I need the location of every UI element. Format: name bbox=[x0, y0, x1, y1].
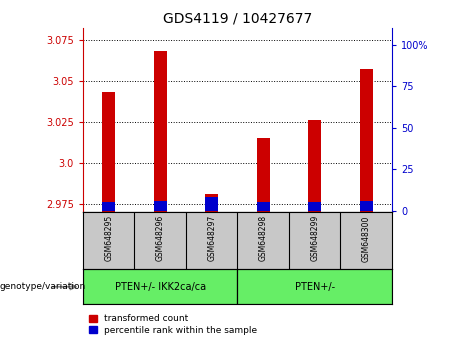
Bar bbox=[102, 92, 115, 212]
Bar bbox=[154, 51, 166, 212]
Bar bbox=[205, 194, 218, 212]
Bar bbox=[257, 202, 270, 211]
Text: GSM648296: GSM648296 bbox=[156, 215, 165, 262]
Bar bbox=[360, 201, 372, 211]
Text: PTEN+/-: PTEN+/- bbox=[295, 282, 335, 292]
Text: GSM648297: GSM648297 bbox=[207, 215, 216, 262]
Bar bbox=[308, 202, 321, 211]
Bar bbox=[360, 69, 372, 212]
Title: GDS4119 / 10427677: GDS4119 / 10427677 bbox=[163, 12, 312, 26]
Bar bbox=[308, 120, 321, 212]
Text: GSM648298: GSM648298 bbox=[259, 215, 268, 261]
Bar bbox=[154, 201, 166, 211]
Text: GSM648299: GSM648299 bbox=[310, 215, 319, 262]
Bar bbox=[83, 269, 237, 304]
Bar bbox=[257, 138, 270, 212]
Bar bbox=[237, 269, 392, 304]
Text: genotype/variation: genotype/variation bbox=[0, 282, 86, 291]
Text: PTEN+/- IKK2ca/ca: PTEN+/- IKK2ca/ca bbox=[115, 282, 206, 292]
Bar bbox=[205, 197, 218, 211]
Text: GSM648295: GSM648295 bbox=[104, 215, 113, 262]
Text: GSM648300: GSM648300 bbox=[361, 215, 371, 262]
Bar bbox=[102, 202, 115, 211]
Legend: transformed count, percentile rank within the sample: transformed count, percentile rank withi… bbox=[88, 313, 259, 336]
